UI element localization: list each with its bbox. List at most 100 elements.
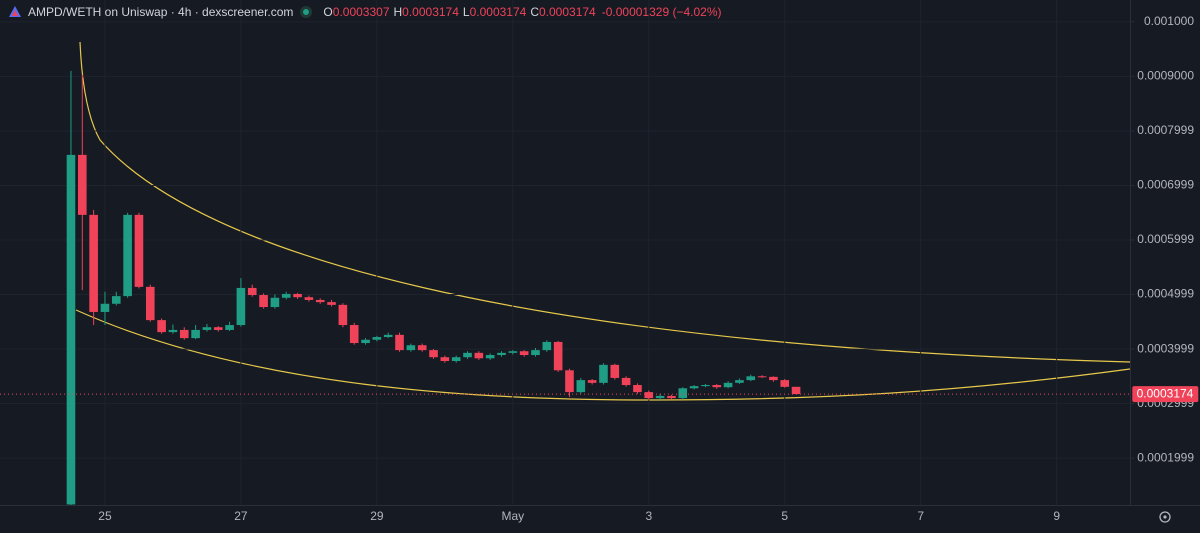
candle-body	[463, 352, 472, 358]
x-tick-label: 29	[370, 509, 384, 523]
title: AMPD/WETH on Uniswap · 4h · dexscreener.…	[28, 5, 294, 19]
candle-body	[66, 154, 76, 505]
candle-body	[689, 386, 699, 389]
candle-body	[157, 320, 166, 333]
candle-body	[259, 295, 268, 308]
candle-body	[270, 297, 280, 308]
candle-body	[315, 299, 325, 303]
last-price-label: 0.0003174	[1137, 387, 1194, 401]
candle-body	[372, 337, 382, 340]
candle-body	[757, 376, 767, 378]
ohlc-value: 0.0003307	[332, 5, 390, 19]
candle-body	[497, 352, 506, 356]
candle-body	[712, 385, 722, 388]
candle-body	[599, 364, 608, 383]
candle-body	[327, 302, 336, 305]
x-tick-label: 7	[917, 509, 924, 523]
grid	[0, 0, 1130, 505]
candle-body	[179, 329, 189, 339]
candle-body	[406, 345, 416, 351]
y-tick-label: 0.0009000	[1137, 69, 1194, 83]
candle-body	[610, 364, 620, 378]
candle-body	[111, 296, 121, 304]
x-tick-label: 27	[234, 509, 248, 523]
x-tick-label: 25	[98, 509, 112, 523]
last-price-box	[1132, 386, 1199, 403]
logo	[9, 6, 21, 17]
ohlc-value: 0.0003174	[539, 5, 596, 19]
candle-body	[451, 357, 461, 362]
x-tick-label: 5	[781, 509, 788, 523]
candle-body	[225, 325, 234, 330]
ohlc-label: H	[393, 5, 403, 19]
candle-body	[576, 380, 586, 393]
candle-body	[701, 385, 710, 387]
candle-body	[304, 297, 314, 300]
candle-body	[134, 214, 144, 287]
candle-body	[213, 327, 223, 330]
candle-body	[791, 386, 801, 395]
candle-body	[723, 382, 733, 388]
candle-body	[542, 341, 552, 351]
y-tick-label: 0.0004999	[1137, 287, 1194, 301]
y-tick-label: 0.0001999	[1137, 450, 1194, 464]
x-tick-label: 3	[645, 509, 652, 523]
candle-body	[644, 392, 654, 399]
candle-body	[621, 377, 631, 386]
candle-body	[508, 351, 518, 353]
candle-body	[553, 341, 563, 371]
candle-body	[429, 350, 438, 358]
ohlc-label: O	[323, 5, 333, 19]
y-tick-label: 0.0006999	[1137, 178, 1194, 192]
candle-body	[474, 352, 484, 359]
candle-body	[519, 351, 529, 356]
candle-body	[145, 286, 155, 321]
candle-body	[417, 345, 427, 351]
candle-body	[236, 287, 246, 326]
candle-body	[89, 214, 98, 312]
candle-body	[667, 395, 676, 399]
y-tick-label: 0.001000	[1144, 14, 1194, 28]
ohlc-value: 0.0003174	[402, 5, 459, 19]
candle-body	[338, 304, 348, 326]
x-tick-label: 9	[1053, 509, 1060, 523]
candle-body	[678, 388, 688, 399]
candle-body	[293, 293, 302, 298]
candle-body	[349, 325, 359, 344]
change: -0.00001329 (−4.02%)	[601, 5, 722, 19]
x-tick-label: May	[501, 509, 524, 523]
settings-icon[interactable]	[1159, 511, 1171, 523]
status-icon	[300, 6, 313, 18]
candle-body	[77, 154, 87, 215]
candle-body	[247, 287, 257, 296]
ohlc: O0.0003307 H0.0003174 L0.0003174 C0.0003174	[319, 5, 595, 19]
candle-body	[191, 329, 200, 339]
header: AMPD/WETH on Uniswap · 4h · dexscreener.…	[8, 3, 722, 21]
y-tick-label: 0.0003999	[1137, 341, 1194, 355]
candle-body	[485, 355, 495, 359]
ohlc-label: L	[462, 5, 470, 19]
candle-body	[769, 376, 778, 381]
y-tick-label: 0.0007999	[1137, 123, 1194, 137]
candle-body	[440, 357, 450, 362]
trend-curve	[75, 309, 1131, 401]
candle-body	[531, 350, 540, 356]
y-tick-label: 0.0005999	[1137, 232, 1194, 246]
candle-body	[746, 376, 756, 381]
candle-body	[168, 329, 178, 333]
trend-curve	[79, 41, 1131, 363]
ohlc-value: 0.0003174	[469, 5, 527, 19]
candle-body	[655, 395, 665, 399]
candle-body	[361, 339, 370, 344]
candle-body	[383, 334, 393, 338]
candle-body	[587, 380, 597, 383]
candle-body	[735, 380, 744, 383]
candle-body	[780, 380, 790, 387]
candle-body	[100, 303, 110, 312]
candle-body	[123, 214, 132, 297]
ohlc-label: C	[530, 5, 539, 19]
candle-body	[633, 385, 642, 393]
candle-body	[395, 334, 404, 351]
